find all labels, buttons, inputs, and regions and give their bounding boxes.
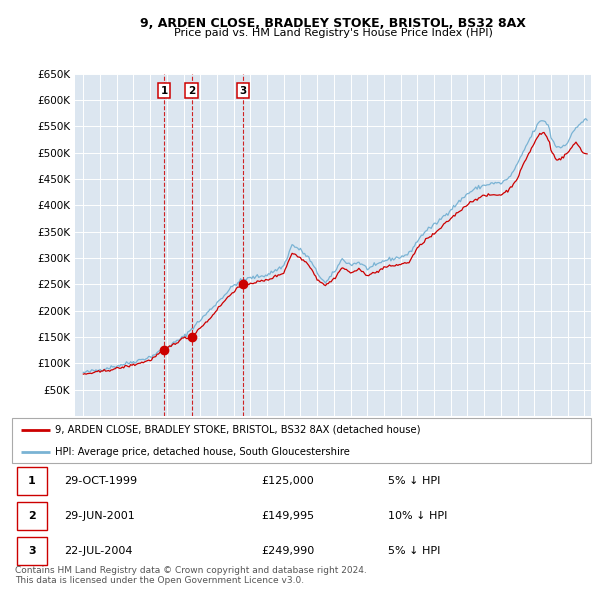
Text: £149,995: £149,995 <box>261 511 314 521</box>
Text: 29-OCT-1999: 29-OCT-1999 <box>64 476 137 486</box>
Text: 2: 2 <box>188 86 196 96</box>
Text: HPI: Average price, detached house, South Gloucestershire: HPI: Average price, detached house, Sout… <box>55 447 350 457</box>
Text: 2: 2 <box>28 511 35 521</box>
Text: 10% ↓ HPI: 10% ↓ HPI <box>388 511 448 521</box>
FancyBboxPatch shape <box>17 537 47 565</box>
Text: 29-JUN-2001: 29-JUN-2001 <box>64 511 135 521</box>
Text: 22-JUL-2004: 22-JUL-2004 <box>64 546 133 556</box>
FancyBboxPatch shape <box>17 467 47 495</box>
Text: 5% ↓ HPI: 5% ↓ HPI <box>388 476 441 486</box>
Text: 3: 3 <box>239 86 247 96</box>
Text: Price paid vs. HM Land Registry's House Price Index (HPI): Price paid vs. HM Land Registry's House … <box>173 28 493 38</box>
Text: 9, ARDEN CLOSE, BRADLEY STOKE, BRISTOL, BS32 8AX (detached house): 9, ARDEN CLOSE, BRADLEY STOKE, BRISTOL, … <box>55 425 421 435</box>
FancyBboxPatch shape <box>17 502 47 530</box>
Text: 1: 1 <box>28 476 35 486</box>
Text: 5% ↓ HPI: 5% ↓ HPI <box>388 546 441 556</box>
Text: Contains HM Land Registry data © Crown copyright and database right 2024.
This d: Contains HM Land Registry data © Crown c… <box>15 566 367 585</box>
Text: £125,000: £125,000 <box>261 476 314 486</box>
Text: 9, ARDEN CLOSE, BRADLEY STOKE, BRISTOL, BS32 8AX: 9, ARDEN CLOSE, BRADLEY STOKE, BRISTOL, … <box>140 17 526 30</box>
Text: £249,990: £249,990 <box>261 546 314 556</box>
Text: 1: 1 <box>160 86 167 96</box>
Text: 3: 3 <box>28 546 35 556</box>
